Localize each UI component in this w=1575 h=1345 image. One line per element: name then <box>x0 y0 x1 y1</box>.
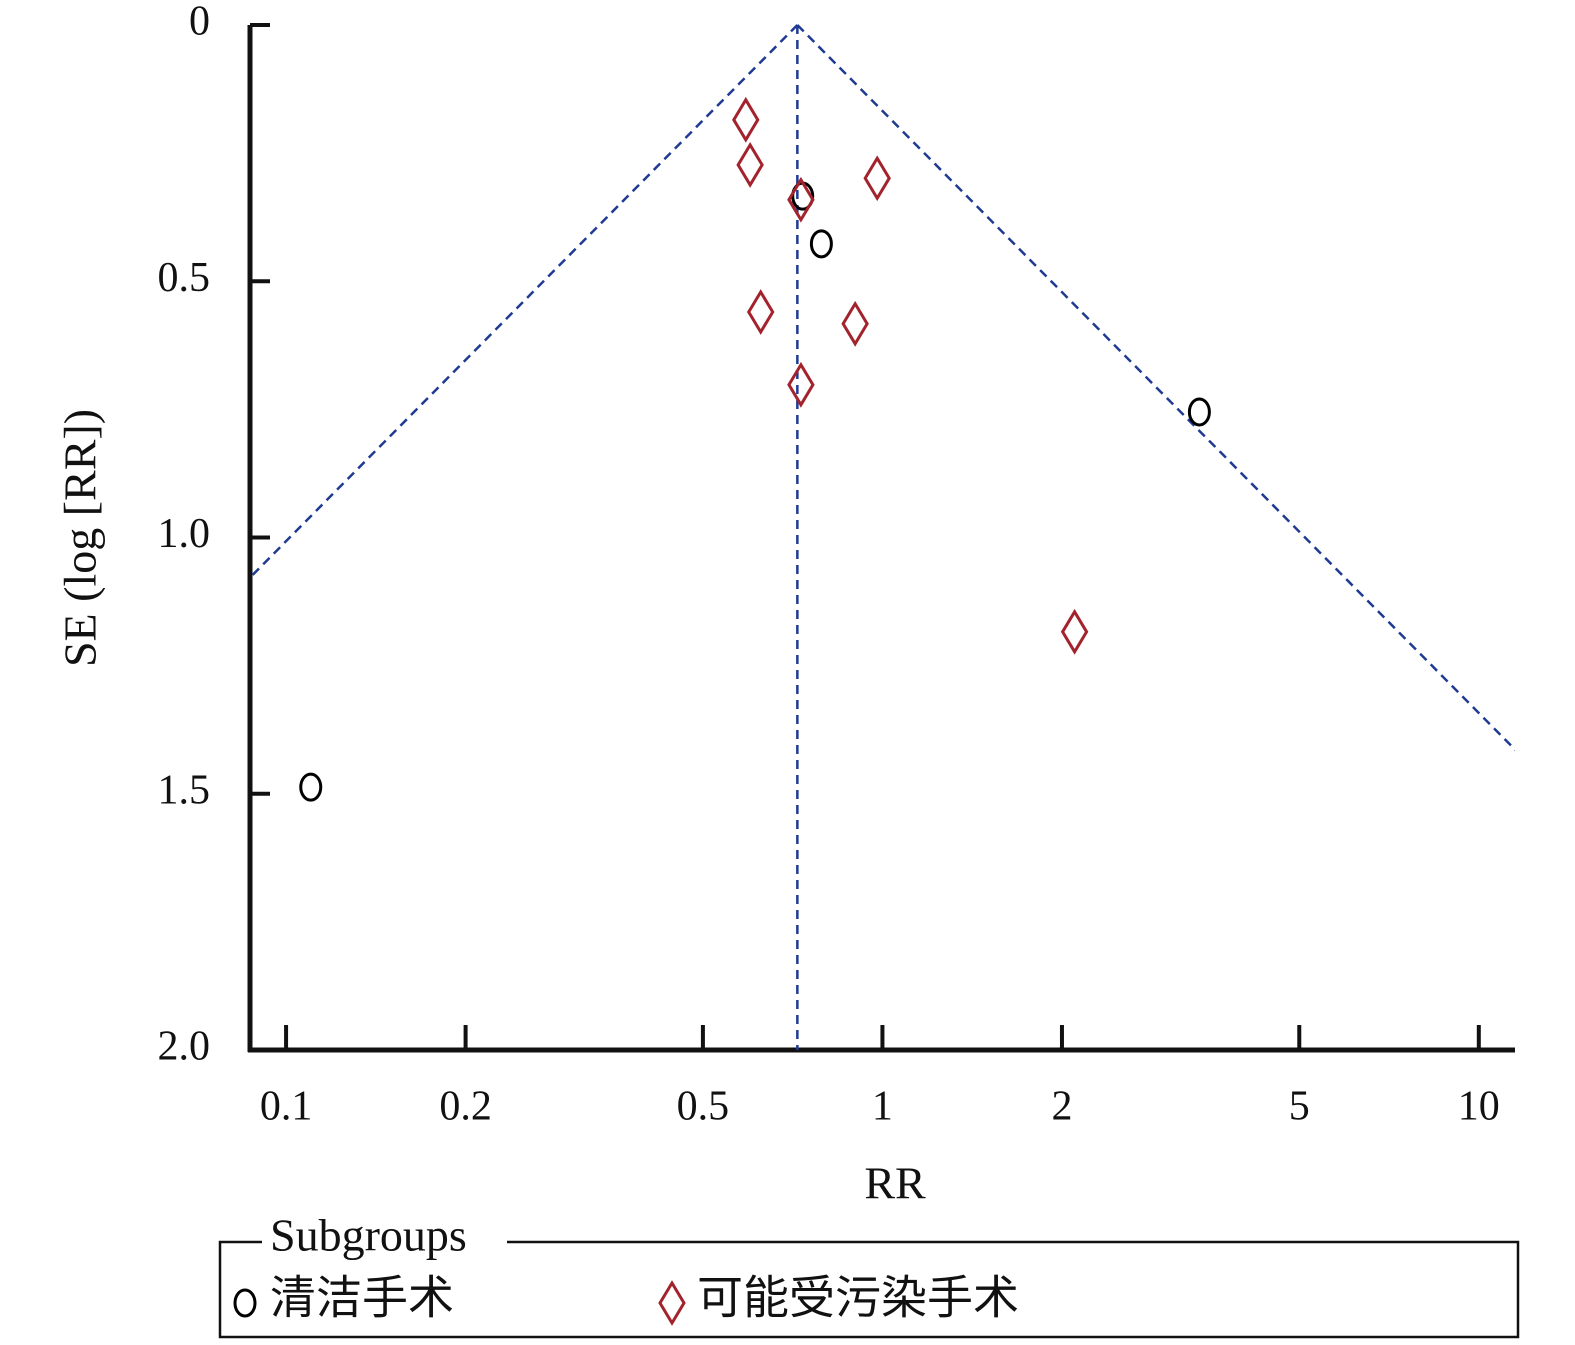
legend-label: 可能受污染手术 <box>697 1273 1019 1324</box>
point <box>1060 608 1089 655</box>
legend-marker <box>658 1280 686 1326</box>
point <box>746 289 775 335</box>
legend-label: 清洁手术 <box>270 1273 454 1324</box>
point <box>809 229 833 259</box>
funnel-line <box>796 24 1515 752</box>
legend-title: Subgroups <box>270 1210 467 1261</box>
x-tick-label: 0.5 <box>677 1084 730 1130</box>
funnel-line <box>250 24 799 580</box>
point <box>1187 397 1211 427</box>
point <box>732 96 760 143</box>
point <box>841 300 869 347</box>
funnel <box>250 24 1515 1050</box>
x-tick-label: 2 <box>1051 1084 1072 1130</box>
y-tick-label: 1.5 <box>158 767 211 813</box>
y-tick-label: 0 <box>189 0 210 45</box>
y-tick-label: 0.5 <box>158 255 211 301</box>
point <box>736 141 764 188</box>
legend-box <box>218 1240 1520 1339</box>
point <box>863 155 891 202</box>
x-tick-label: 0.2 <box>439 1084 492 1130</box>
y-tick-label: 1.0 <box>158 511 211 557</box>
legend-marker <box>233 1288 257 1318</box>
legend-title-bg <box>262 1225 507 1259</box>
point <box>299 772 323 802</box>
point <box>787 176 815 223</box>
y-axis-label: SE (log [RR]) <box>55 409 106 667</box>
x-tick-label: 1 <box>872 1084 893 1130</box>
x-axis-label: RR <box>864 1158 926 1209</box>
x-tick-label: 0.1 <box>260 1084 313 1130</box>
x-tick-label: 5 <box>1289 1084 1310 1130</box>
point <box>787 361 815 408</box>
x-tick-label: 10 <box>1458 1084 1500 1130</box>
y-tick-label: 2.0 <box>158 1024 211 1070</box>
